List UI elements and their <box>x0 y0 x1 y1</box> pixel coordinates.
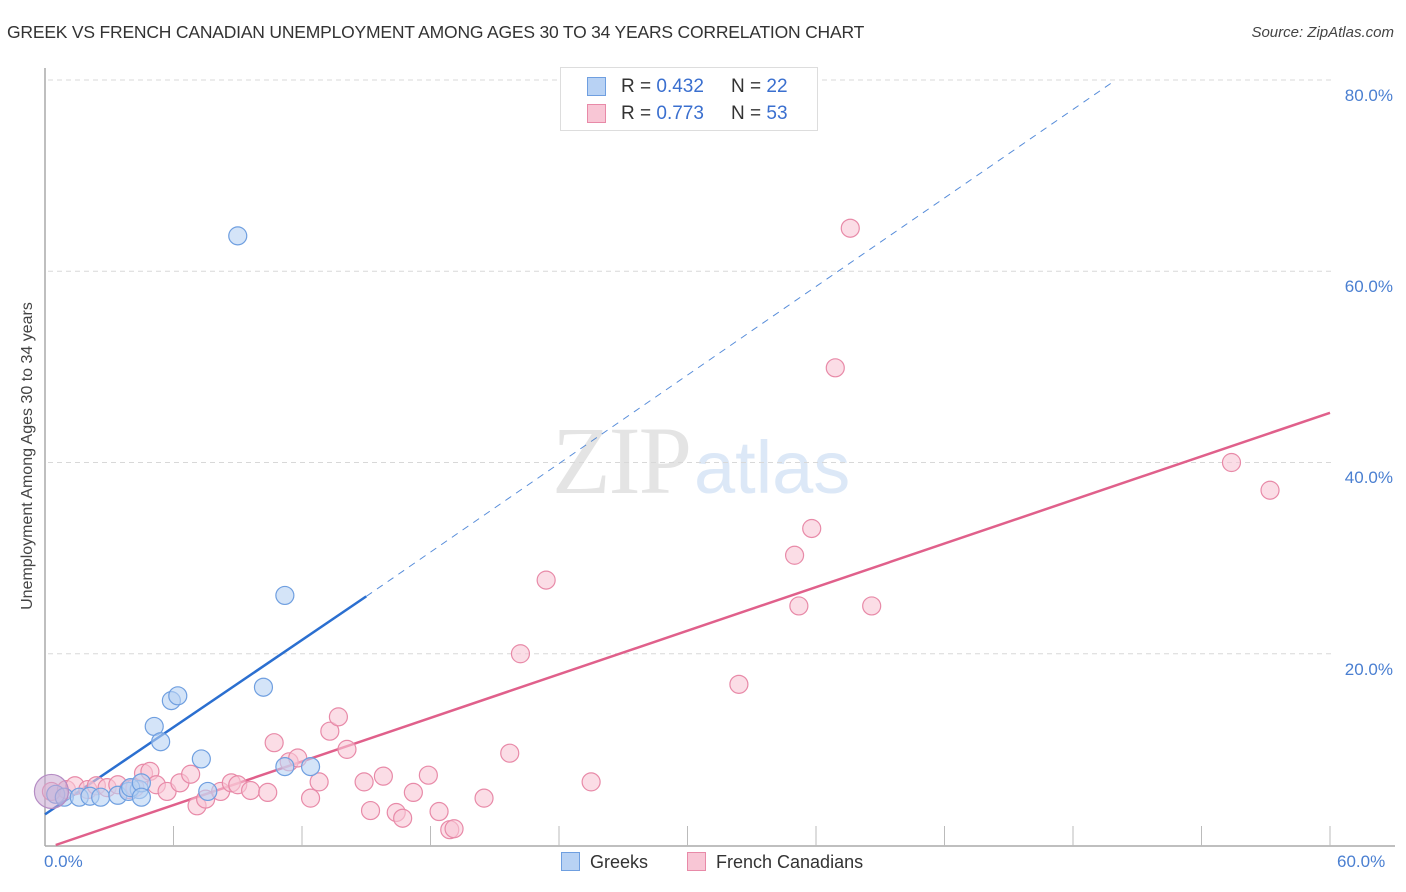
french-canadians-point <box>354 772 374 792</box>
greeks-point <box>253 677 274 697</box>
overlap-cluster-point <box>33 773 70 810</box>
french-canadians-point <box>337 739 357 759</box>
french-canadians-point <box>789 596 809 616</box>
greeks-point <box>91 787 111 807</box>
y-tick-80: 80.0% <box>1344 86 1393 105</box>
legend-r-french: R = 0.773 <box>621 103 704 125</box>
french-canadians-point <box>825 358 845 378</box>
greeks-point <box>275 756 295 777</box>
french-canadians-point <box>1221 452 1242 473</box>
greeks-label: Greeks <box>590 852 649 872</box>
correlation-legend: R = 0.432 N = 22 R = 0.773 N = 53 <box>560 67 818 131</box>
french-canadians-point <box>328 707 349 727</box>
greeks-point <box>131 787 151 807</box>
french-canadians-point <box>802 518 822 539</box>
r-value: 0.432 <box>656 76 704 97</box>
legend-n-greeks: N = 22 <box>731 76 788 98</box>
french-canadians-point <box>429 801 449 822</box>
r-label: R = <box>621 103 657 124</box>
french-canadians-swatch-icon <box>687 852 706 871</box>
greeks-trend-extension <box>365 82 1112 597</box>
greeks-point <box>228 226 248 246</box>
x-tick-60: 60.0% <box>1337 852 1386 871</box>
x-tick-0: 0.0% <box>44 852 83 871</box>
n-label: N = <box>731 103 767 124</box>
y-tick-20: 20.0% <box>1344 660 1393 679</box>
french-canadians-point <box>1260 480 1280 500</box>
french-canadians-point <box>418 765 438 785</box>
greeks-points <box>33 226 321 810</box>
french-canadians-point <box>258 782 278 803</box>
french-canadians-point <box>393 808 413 828</box>
french-canadians-point <box>241 780 261 801</box>
n-value: 53 <box>766 103 788 124</box>
french-canadians-point <box>320 721 340 741</box>
french-canadians-point <box>784 545 805 565</box>
legend-r-greeks: R = 0.432 <box>621 76 704 98</box>
french-canadians-point <box>373 766 393 786</box>
french-canadians-label: French Canadians <box>716 852 864 872</box>
french-canadians-point <box>360 800 381 821</box>
axes <box>44 68 1395 847</box>
french-canadians-point <box>309 772 329 792</box>
gridlines <box>48 79 1335 655</box>
french-canadians-point <box>536 570 556 590</box>
greeks-point <box>275 585 295 606</box>
greeks-swatch-icon <box>587 77 606 96</box>
y-tick-60: 60.0% <box>1344 277 1393 296</box>
r-label: R = <box>621 76 657 97</box>
french-canadians-point <box>403 782 423 803</box>
french-canadians-point <box>300 788 321 808</box>
greeks-swatch-icon <box>561 852 580 871</box>
french-canadians-point <box>510 644 531 664</box>
french-canadians-points <box>41 218 1280 840</box>
chart-title: GREEK VS FRENCH CANADIAN UNEMPLOYMENT AM… <box>7 22 865 42</box>
greeks-point <box>198 781 218 802</box>
french-canadians-point <box>729 674 749 694</box>
greeks-point <box>300 756 321 777</box>
y-axis-label: Unemployment Among Ages 30 to 34 years <box>19 302 36 610</box>
french-canadians-trend-line <box>55 411 1331 847</box>
greeks-point <box>168 686 188 706</box>
french-canadians-point <box>474 788 494 808</box>
n-label: N = <box>731 76 767 97</box>
trend-lines <box>44 82 1331 847</box>
french-canadians-point <box>444 819 464 839</box>
french-canadians-swatch-icon <box>587 104 606 123</box>
y-tick-40: 40.0% <box>1344 468 1393 487</box>
greeks-point <box>151 732 171 752</box>
legend-n-french: N = 53 <box>731 103 788 125</box>
french-canadians-point <box>264 733 284 753</box>
french-canadians-point <box>500 743 520 763</box>
french-canadians-point <box>862 596 882 616</box>
french-canadians-point <box>840 218 860 238</box>
series-legend-french-canadians[interactable]: French Canadians <box>687 852 863 873</box>
greeks-point <box>191 749 211 769</box>
source-label: Source: ZipAtlas.com <box>1251 24 1394 41</box>
series-legend-greeks[interactable]: Greeks <box>561 852 648 873</box>
french-canadians-point <box>581 772 601 792</box>
n-value: 22 <box>766 76 788 97</box>
french-canadians-point <box>181 764 201 784</box>
r-value: 0.773 <box>656 103 704 124</box>
